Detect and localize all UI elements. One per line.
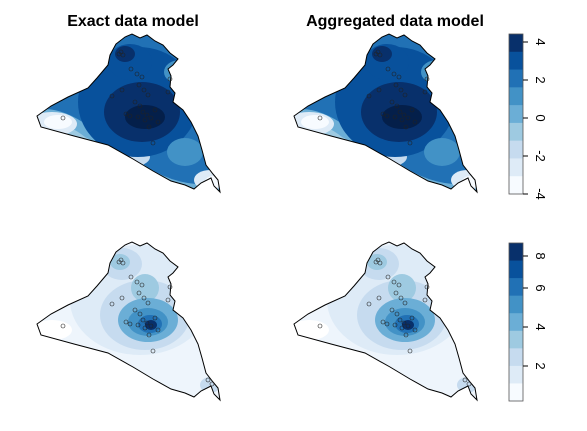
colorbar-tick-label: 8 [533, 252, 548, 259]
sample-points [60, 257, 215, 387]
map-sd-aggregated [293, 241, 478, 401]
colorbar-tick-label: -4 [533, 188, 548, 200]
sample-points [60, 49, 173, 146]
colorbar-swatch [509, 87, 523, 106]
map-mean-aggregated [293, 33, 478, 193]
colorbar-mean: 4 2 0 -2 -4 [508, 33, 548, 200]
colorbar-swatch [509, 158, 523, 177]
colorbar-swatch [509, 69, 523, 88]
colorbar-swatch [509, 140, 523, 159]
colorbar-swatch [509, 105, 523, 124]
colorbar-swatch [509, 278, 523, 297]
colorbar-swatch [509, 313, 523, 332]
colorbar-swatch [509, 34, 523, 53]
title-aggregated-model: Aggregated data model [306, 13, 484, 30]
sample-points [317, 257, 472, 387]
colorbar-swatch [509, 122, 523, 142]
map-sd-exact [36, 241, 221, 401]
colorbar-tick-label: 2 [533, 362, 548, 369]
colorbar-swatch [509, 330, 523, 349]
colorbar-swatch [509, 51, 523, 71]
colorbar-tick-label: -2 [533, 150, 548, 162]
colorbar-swatch [509, 176, 523, 195]
colorbar-swatch [509, 348, 523, 367]
colorbar-swatch [509, 260, 523, 279]
colorbar-swatch [509, 365, 523, 384]
map-mean-exact [36, 33, 221, 193]
colorbar-tick-label: 4 [533, 38, 548, 45]
colorbar-tick-label: 0 [533, 114, 548, 121]
sample-points [317, 49, 430, 146]
colorbar-tick-label: 2 [533, 76, 548, 83]
colorbar-tick-label: 4 [533, 323, 548, 330]
colorbar-tick-label: 6 [533, 284, 548, 291]
title-exact-model: Exact data model [67, 13, 199, 30]
colorbar-sd: 8 6 4 2 [508, 242, 548, 402]
colorbar-swatch [509, 243, 523, 262]
colorbar-swatch [509, 383, 523, 402]
colorbar-swatch [509, 295, 523, 314]
